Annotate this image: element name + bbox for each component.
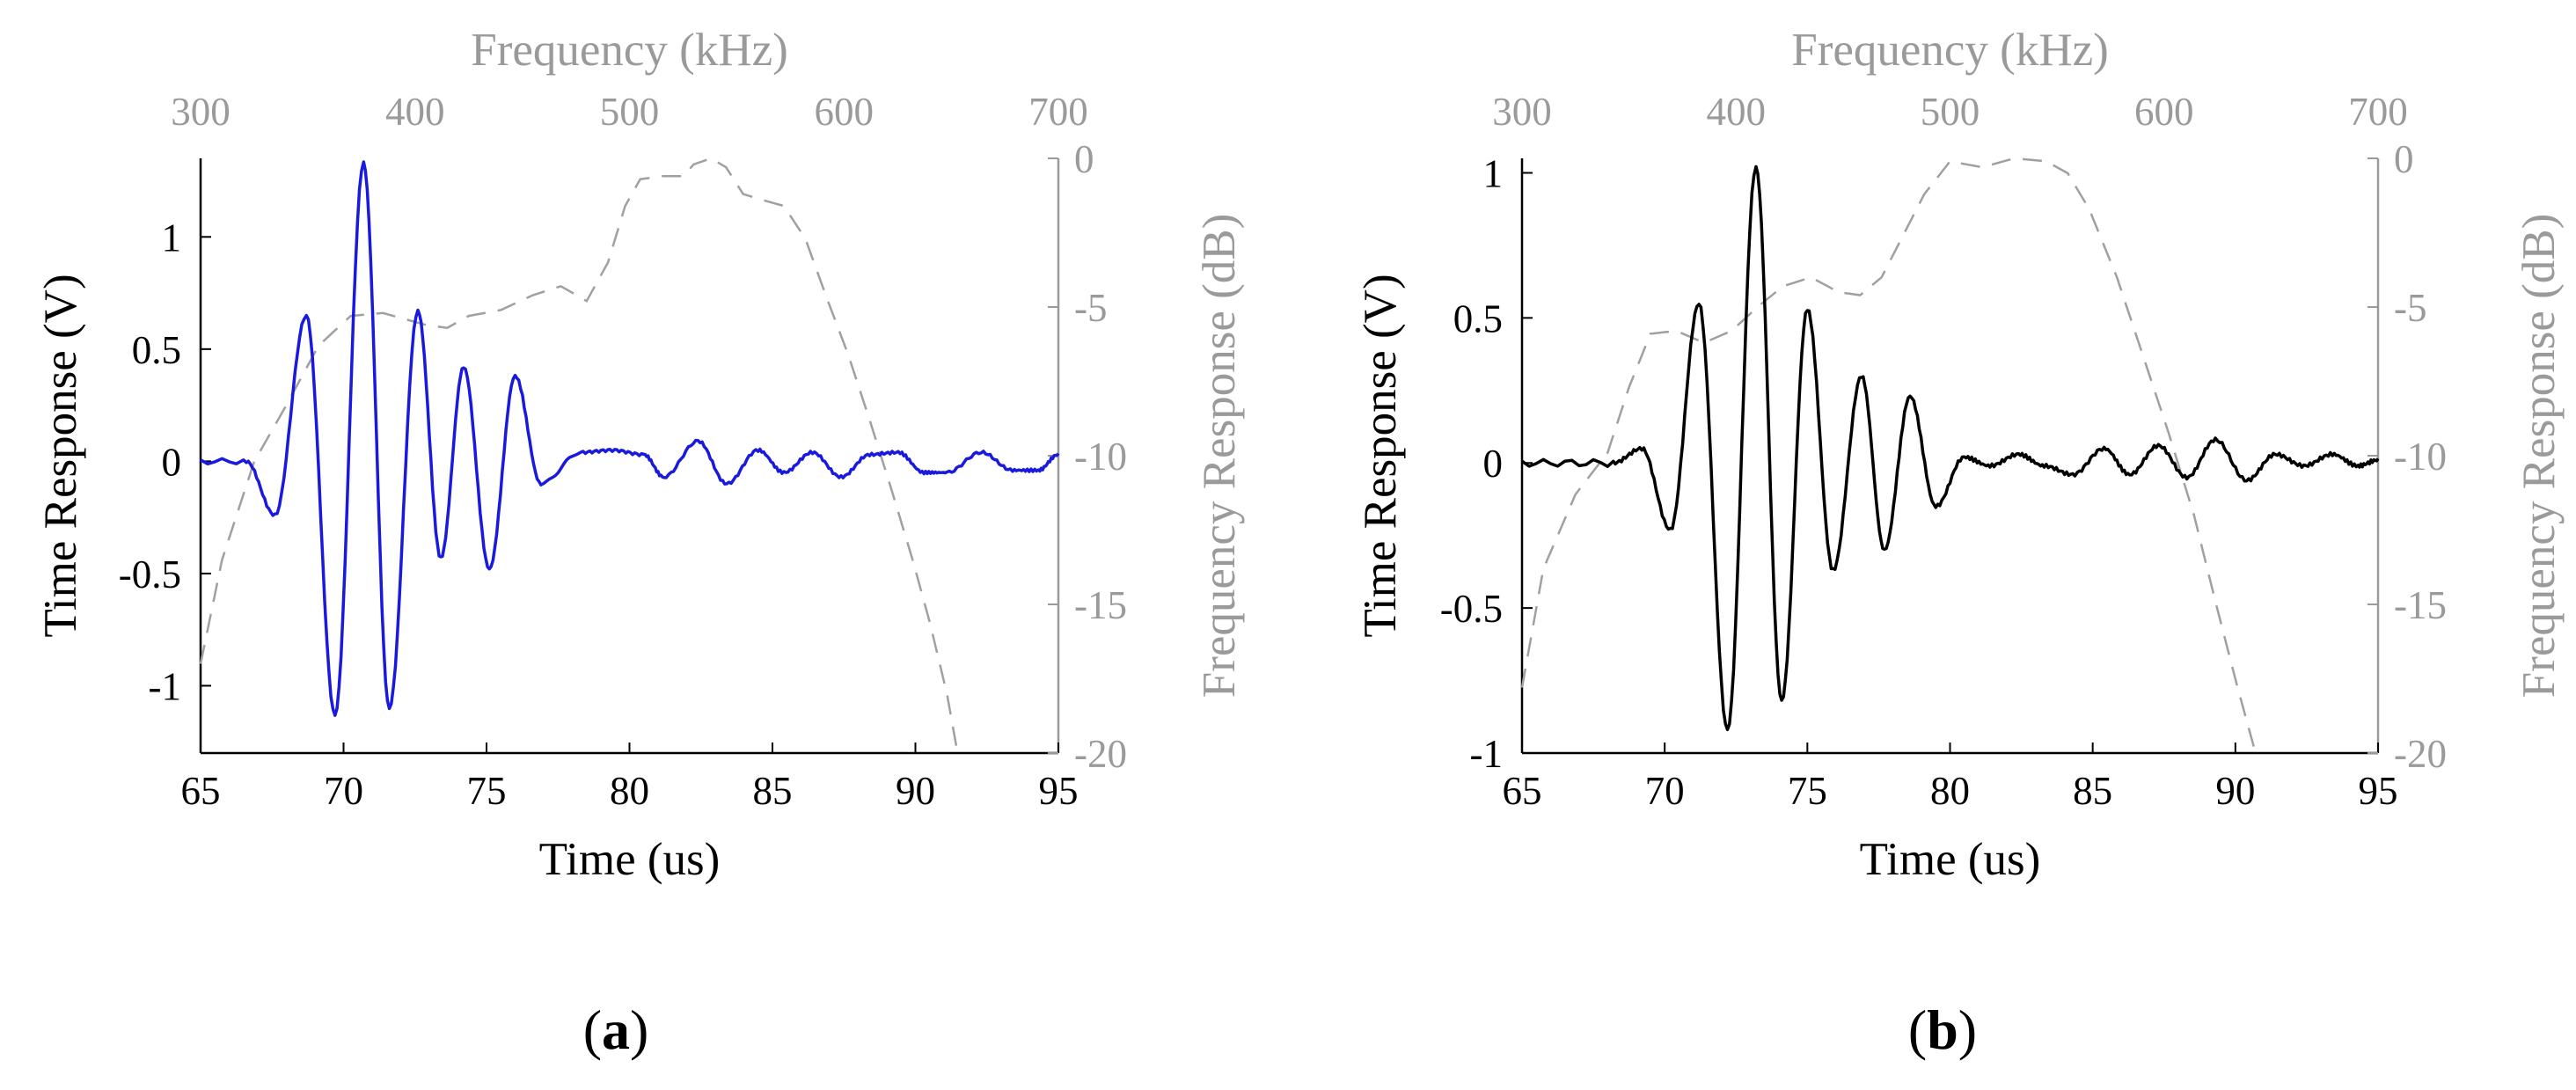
chart-b-right-tick-label: -5	[2394, 286, 2427, 330]
chart-b-y-tick-label: 1	[1483, 151, 1504, 195]
chart-b-x-tick-label: 65	[1503, 769, 1542, 813]
chart-b-right-tick-label: -15	[2394, 583, 2447, 627]
chart-b-x-tick-label: 75	[1788, 769, 1827, 813]
chart-a-right-tick-label: -15	[1074, 583, 1127, 627]
chart-a-x-tick-label: 70	[324, 769, 363, 813]
chart-panel-b: 65 70 75 80 85 90 95 -1 -0.5 0 0.5 1 300 400 500 600 700…	[1355, 25, 2565, 1061]
chart-b-panel-label: (b)	[1908, 999, 1977, 1061]
chart-b-right-tick-label: -20	[2394, 732, 2447, 776]
chart-a-x-tick-label: 65	[181, 769, 221, 813]
chart-a-right-tick-label: 0	[1074, 137, 1094, 181]
chart-a-right-tick-label: -20	[1074, 732, 1127, 776]
chart-a-x-tick-label: 90	[896, 769, 935, 813]
chart-b-right-axis-label: Frequency Response (dB)	[2514, 214, 2565, 699]
chart-a-x-tick-label: 95	[1039, 769, 1079, 813]
chart-b-x-tick-label: 85	[2073, 769, 2112, 813]
chart-b-top-tick-label: 500	[1921, 90, 1980, 134]
chart-a-y-axis-label: Time Response (V)	[35, 274, 86, 637]
chart-b-y-tick-label: -1	[1470, 732, 1504, 776]
chart-b-top-tick-label: 300	[1492, 90, 1552, 134]
chart-b-x-tick-label: 80	[1930, 769, 1970, 813]
chart-a-top-tick-label: 500	[600, 90, 660, 134]
chart-a-top-axis-label: Frequency (kHz)	[471, 25, 788, 76]
chart-a-time-response-line	[200, 160, 1060, 717]
chart-a-top-tick-label: 400	[385, 90, 445, 134]
chart-a-y-tick-label: -0.5	[119, 552, 181, 596]
chart-b-frequency-response-line	[1520, 157, 2256, 748]
chart-a-top-tick-label: 300	[171, 90, 231, 134]
chart-a-y-tick-label: 0.5	[132, 328, 181, 372]
chart-a-right-tick-label: -5	[1074, 286, 1108, 330]
chart-a-y-tick-label: 0	[162, 440, 182, 484]
chart-a-frequency-response-line	[199, 157, 959, 754]
chart-a-x-tick-label: 75	[467, 769, 507, 813]
chart-a-x-axis-label: Time (us)	[539, 834, 721, 885]
chart-b-top-tick-label: 700	[2348, 90, 2408, 134]
chart-b-x-tick-label: 95	[2359, 769, 2398, 813]
chart-b-y-tick-label: -0.5	[1440, 587, 1503, 631]
chart-a-right-tick-label: -10	[1074, 435, 1127, 479]
chart-a-axes: 65 70 75 80 85 90 95 -1 -0.5 0 0.5 1 300 400 500 600 700…	[119, 90, 1127, 813]
chart-a-top-tick-label: 700	[1028, 90, 1088, 134]
chart-b-x-axis-label: Time (us)	[1860, 834, 2041, 885]
chart-b-top-axis-label: Frequency (kHz)	[1791, 25, 2109, 76]
chart-panel-a: 65 70 75 80 85 90 95 -1 -0.5 0 0.5 1 300 400 500 600 700…	[35, 25, 1245, 1061]
chart-b-top-tick-label: 400	[1707, 90, 1767, 134]
chart-b-axes: 65 70 75 80 85 90 95 -1 -0.5 0 0.5 1 300 400 500 600 700…	[1440, 90, 2447, 813]
chart-b-panel-letter: b	[1927, 999, 1958, 1061]
chart-b-right-tick-label: 0	[2394, 137, 2414, 181]
chart-a-panel-letter: a	[602, 999, 630, 1061]
chart-b-x-tick-label: 90	[2215, 769, 2255, 813]
chart-a-right-axis-label: Frequency Response (dB)	[1194, 214, 1245, 699]
chart-b-y-tick-label: 0.5	[1453, 296, 1503, 340]
chart-a-y-tick-label: 1	[162, 216, 182, 260]
chart-b-top-tick-label: 600	[2134, 90, 2194, 134]
chart-b-time-response-line	[1520, 165, 2380, 732]
chart-a-y-tick-label: -1	[149, 664, 182, 708]
chart-a-panel-label: (a)	[583, 999, 649, 1061]
chart-a-top-tick-label: 600	[815, 90, 875, 134]
chart-b-right-tick-label: -10	[2394, 435, 2447, 479]
chart-b-y-tick-label: 0	[1483, 442, 1504, 486]
chart-a-x-tick-label: 80	[610, 769, 649, 813]
chart-b-x-tick-label: 70	[1645, 769, 1685, 813]
chart-a-x-tick-label: 85	[753, 769, 793, 813]
chart-b-y-axis-label: Time Response (V)	[1355, 274, 1406, 637]
